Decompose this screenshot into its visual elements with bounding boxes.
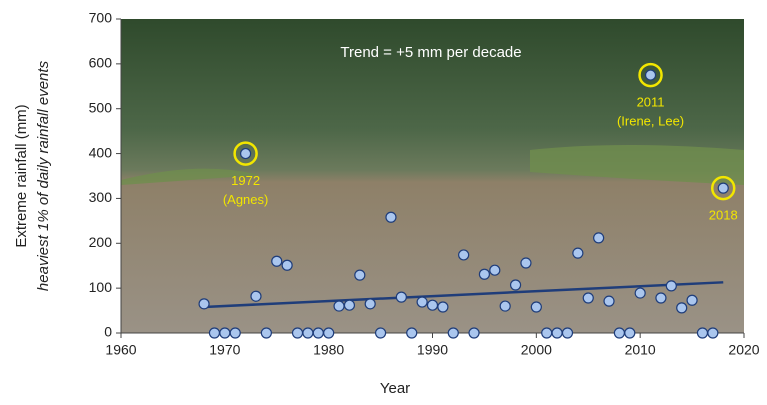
data-point — [376, 328, 386, 338]
data-point — [511, 280, 521, 290]
data-point — [344, 300, 354, 310]
x-tick-label: 1960 — [105, 342, 136, 358]
data-point — [718, 183, 728, 193]
data-point — [666, 281, 676, 291]
data-point — [313, 328, 323, 338]
y-tick-label: 300 — [89, 189, 113, 205]
y-tick-label: 200 — [89, 234, 113, 250]
highlight-year: 2011 — [637, 95, 665, 110]
data-point — [677, 303, 687, 313]
x-tick-label: 1990 — [417, 342, 448, 358]
data-point — [261, 328, 271, 338]
highlight-note: (Irene, Lee) — [617, 114, 684, 129]
trend-annotation: Trend = +5 mm per decade — [340, 44, 521, 61]
data-point — [635, 288, 645, 298]
y-tick-label: 500 — [89, 99, 113, 115]
highlight-note: (Agnes) — [223, 192, 269, 207]
data-point — [355, 270, 365, 280]
highlight-year: 2018 — [709, 208, 738, 223]
y-tick-label: 400 — [89, 144, 113, 160]
data-point — [407, 328, 417, 338]
x-tick-label: 1970 — [209, 342, 240, 358]
x-tick-label: 2020 — [728, 342, 759, 358]
data-point — [448, 328, 458, 338]
data-point — [324, 328, 334, 338]
y-tick-label: 0 — [104, 324, 112, 340]
data-point — [469, 328, 479, 338]
data-point — [438, 302, 448, 312]
y-tick-label: 700 — [89, 10, 113, 26]
data-point — [334, 301, 344, 311]
data-point — [459, 250, 469, 260]
data-point — [490, 265, 500, 275]
data-point — [230, 328, 240, 338]
data-point — [531, 302, 541, 312]
data-point — [687, 295, 697, 305]
data-point — [656, 293, 666, 303]
data-point — [552, 328, 562, 338]
x-tick-label: 2010 — [625, 342, 656, 358]
y-tick-label: 100 — [89, 279, 113, 295]
data-point — [303, 328, 313, 338]
data-point — [542, 328, 552, 338]
data-point — [417, 297, 427, 307]
data-point — [697, 328, 707, 338]
data-point — [625, 328, 635, 338]
data-point — [365, 299, 375, 309]
data-point — [614, 328, 624, 338]
data-point — [241, 149, 251, 159]
data-point — [479, 269, 489, 279]
data-point — [583, 293, 593, 303]
data-point — [521, 258, 531, 268]
data-point — [500, 301, 510, 311]
data-point — [272, 256, 282, 266]
data-point — [573, 248, 583, 258]
data-point — [199, 299, 209, 309]
data-point — [396, 292, 406, 302]
data-point — [251, 291, 261, 301]
data-point — [209, 328, 219, 338]
data-point — [594, 233, 604, 243]
highlight-year: 1972 — [231, 173, 260, 188]
x-tick-label: 1980 — [313, 342, 344, 358]
y-axis-label: Extreme rainfall (mm) — [13, 104, 30, 247]
chart: Trend = +5 mm per decade Year Extreme ra… — [0, 0, 767, 400]
data-point — [220, 328, 230, 338]
data-point — [646, 70, 656, 80]
data-point — [386, 212, 396, 222]
data-point — [293, 328, 303, 338]
data-point — [428, 300, 438, 310]
y-axis-sublabel: heaviest 1% of daily rainfall events — [35, 60, 52, 291]
data-point — [282, 260, 292, 270]
data-point — [562, 328, 572, 338]
y-tick-label: 600 — [89, 55, 113, 71]
data-point — [708, 328, 718, 338]
data-point — [604, 296, 614, 306]
x-tick-label: 2000 — [521, 342, 552, 358]
x-axis-label: Year — [380, 380, 410, 397]
